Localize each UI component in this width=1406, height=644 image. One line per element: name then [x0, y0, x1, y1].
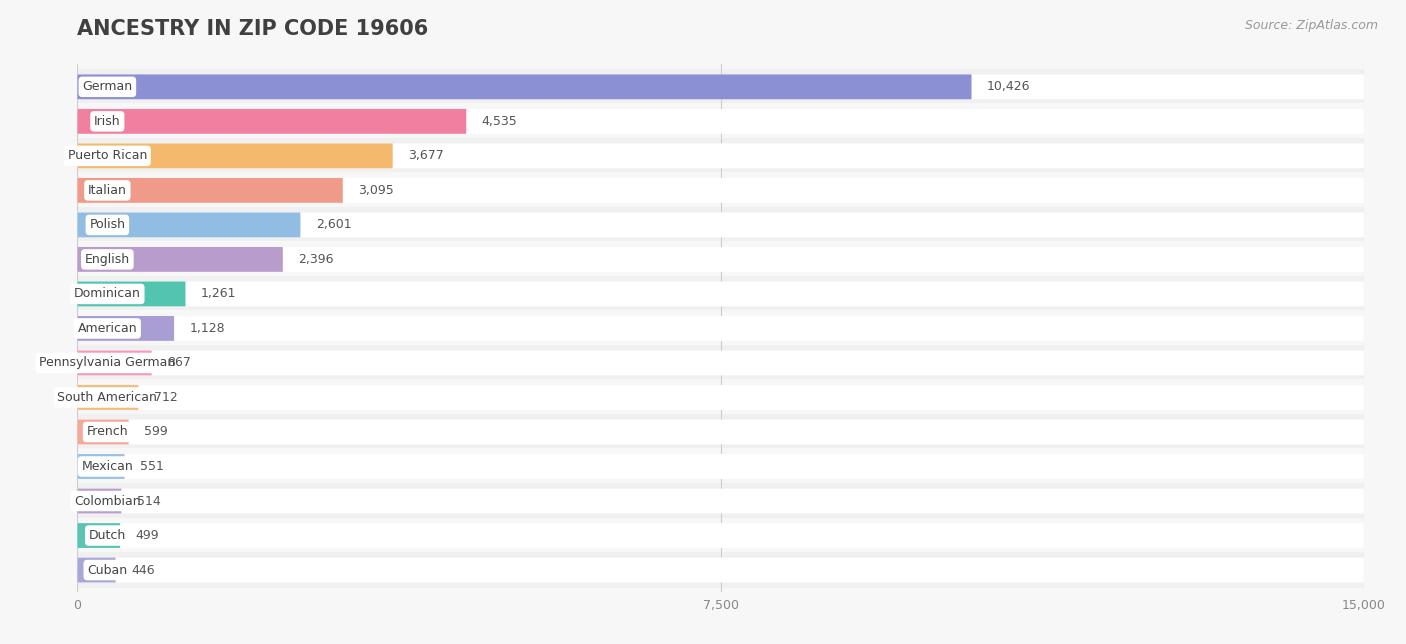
Text: 551: 551: [141, 460, 165, 473]
FancyBboxPatch shape: [77, 144, 392, 168]
FancyBboxPatch shape: [77, 178, 1364, 203]
FancyBboxPatch shape: [77, 419, 129, 444]
Text: 4,535: 4,535: [482, 115, 517, 128]
Text: 712: 712: [153, 391, 177, 404]
FancyBboxPatch shape: [77, 350, 1364, 375]
FancyBboxPatch shape: [77, 385, 138, 410]
Bar: [77, 448, 1364, 484]
Text: South American: South American: [58, 391, 157, 404]
FancyBboxPatch shape: [77, 75, 972, 99]
FancyBboxPatch shape: [77, 523, 1364, 548]
FancyBboxPatch shape: [77, 247, 283, 272]
Text: 599: 599: [145, 426, 167, 439]
FancyBboxPatch shape: [77, 316, 1364, 341]
FancyBboxPatch shape: [77, 419, 1364, 444]
FancyBboxPatch shape: [77, 75, 1364, 99]
Bar: [77, 552, 1364, 588]
Text: 3,095: 3,095: [359, 184, 394, 197]
Bar: [77, 242, 1364, 278]
FancyBboxPatch shape: [77, 213, 1364, 238]
Bar: [77, 69, 1364, 105]
FancyBboxPatch shape: [77, 281, 1364, 307]
Bar: [77, 518, 1364, 554]
Bar: [77, 276, 1364, 312]
Bar: [77, 103, 1364, 139]
FancyBboxPatch shape: [77, 489, 1364, 513]
Text: 10,426: 10,426: [987, 80, 1031, 93]
Text: 499: 499: [135, 529, 159, 542]
FancyBboxPatch shape: [77, 109, 467, 134]
Text: Pennsylvania German: Pennsylvania German: [39, 357, 176, 370]
Bar: [77, 138, 1364, 174]
Bar: [77, 414, 1364, 450]
Text: Colombian: Colombian: [75, 495, 141, 507]
Text: ANCESTRY IN ZIP CODE 19606: ANCESTRY IN ZIP CODE 19606: [77, 19, 429, 39]
Text: 514: 514: [136, 495, 160, 507]
Text: Source: ZipAtlas.com: Source: ZipAtlas.com: [1244, 19, 1378, 32]
Bar: [77, 483, 1364, 519]
Text: Cuban: Cuban: [87, 564, 128, 576]
Text: 3,677: 3,677: [408, 149, 444, 162]
FancyBboxPatch shape: [77, 489, 121, 513]
FancyBboxPatch shape: [77, 385, 1364, 410]
Text: English: English: [84, 253, 129, 266]
Text: Polish: Polish: [90, 218, 125, 231]
Bar: [77, 173, 1364, 209]
Text: Irish: Irish: [94, 115, 121, 128]
FancyBboxPatch shape: [77, 454, 1364, 479]
Bar: [77, 379, 1364, 415]
Text: 1,261: 1,261: [201, 287, 236, 300]
Bar: [77, 345, 1364, 381]
Text: Mexican: Mexican: [82, 460, 134, 473]
FancyBboxPatch shape: [77, 281, 186, 307]
FancyBboxPatch shape: [77, 213, 301, 238]
Text: Dutch: Dutch: [89, 529, 127, 542]
Text: 1,128: 1,128: [190, 322, 225, 335]
Text: Puerto Rican: Puerto Rican: [67, 149, 148, 162]
Text: Dominican: Dominican: [75, 287, 141, 300]
Bar: [77, 310, 1364, 346]
FancyBboxPatch shape: [77, 454, 125, 479]
Bar: [77, 207, 1364, 243]
FancyBboxPatch shape: [77, 316, 174, 341]
Text: French: French: [87, 426, 128, 439]
FancyBboxPatch shape: [77, 523, 120, 548]
FancyBboxPatch shape: [77, 558, 1364, 582]
FancyBboxPatch shape: [77, 350, 152, 375]
Text: 2,601: 2,601: [316, 218, 352, 231]
Text: German: German: [83, 80, 132, 93]
Text: 867: 867: [167, 357, 191, 370]
Text: 2,396: 2,396: [298, 253, 333, 266]
Text: 446: 446: [131, 564, 155, 576]
FancyBboxPatch shape: [77, 558, 115, 582]
FancyBboxPatch shape: [77, 178, 343, 203]
FancyBboxPatch shape: [77, 247, 1364, 272]
FancyBboxPatch shape: [77, 109, 1364, 134]
Text: Italian: Italian: [89, 184, 127, 197]
Text: American: American: [77, 322, 138, 335]
FancyBboxPatch shape: [77, 144, 1364, 168]
